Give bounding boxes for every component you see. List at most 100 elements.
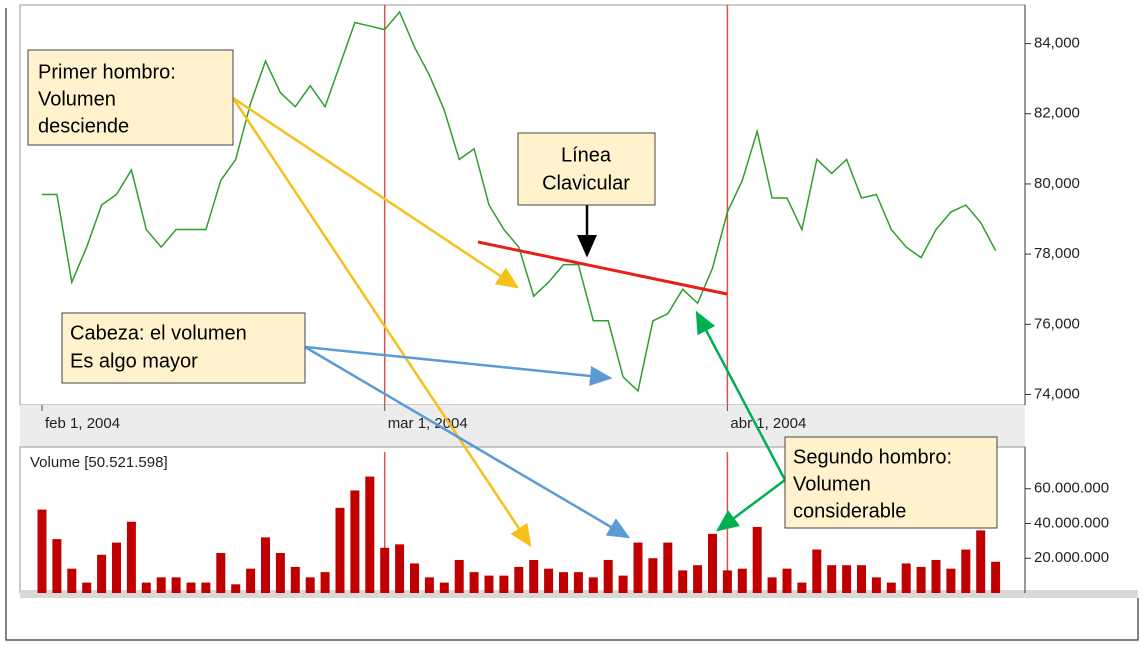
volume-bar [737,568,747,593]
y-tick-label: 80,000 [1034,175,1080,192]
volume-bar [395,544,405,593]
volume-bar [216,553,226,593]
volume-bar [246,568,256,593]
volume-bar [126,521,136,593]
x-tick-label: mar 1, 2004 [388,415,468,432]
volume-bar [231,584,241,593]
volume-bar [320,572,330,593]
volume-bar [991,561,1001,593]
annotation-text: Clavicular [542,172,630,194]
volume-bar [514,566,524,593]
volume-bar [201,582,211,593]
annotation-box [784,436,998,529]
y-tick-label: 82,000 [1034,105,1080,122]
arrow [715,478,786,532]
frame [5,8,1139,641]
annotation-text: Es algo mayor [70,350,198,372]
y-tick-label: 40.000.000 [1034,514,1109,531]
neckline [477,240,728,296]
annotation-text: Volumen [793,473,871,495]
volume-bar [469,572,479,593]
volume-bar [439,582,449,593]
arrow [232,96,520,289]
volume-bar [886,582,896,593]
volume-bar [275,553,285,593]
volume-bar [112,542,121,593]
volume-bar [633,542,643,593]
y-tick-label: 20.000.000 [1034,549,1109,566]
volume-bar [812,549,822,593]
volume-bar [618,575,628,593]
volume-bar [499,575,509,593]
volume-bar [693,565,703,593]
volume-bar [290,566,300,593]
volume-bar [976,530,986,593]
annotation-text: desciende [38,115,129,137]
volume-bar [871,577,881,593]
volume-bar [946,568,956,593]
volume-bar [454,559,464,593]
annotation-box [61,312,306,384]
annotation-box [27,49,234,146]
volume-bar [722,570,732,593]
price-line [42,10,997,393]
volume-bar [573,572,583,593]
volume-bar [916,566,926,593]
volume-bar [931,559,941,593]
annotation-text: considerable [793,500,906,522]
volume-bar [484,575,494,593]
annotation-text: Cabeza: el volumen [70,322,247,344]
x-tick-label: feb 1, 2004 [45,415,120,432]
annotation-text: Volumen [38,88,116,110]
annotation-text: Segundo hombro: [793,446,952,468]
volume-bar [752,526,762,593]
volume-bar [156,577,166,593]
volume-bar [410,563,419,593]
y-tick-label: 60.000.000 [1034,480,1109,497]
volume-bar [678,570,688,593]
volume-bar [767,577,777,593]
arrow [304,345,631,539]
volume-bar [544,568,554,593]
volume-bar [901,563,911,593]
y-tick-label: 76,000 [1034,315,1080,332]
panel-title: Volume [50.521.598] [30,454,168,471]
volume-bar [335,507,345,593]
plot: feb 1, 2004 mar 1, 2004 abr 1, 2004 74,000 7… [30,5,1109,593]
volume-bar [588,577,598,593]
volume-bar [961,549,971,593]
y-tick-label: 84,000 [1034,35,1080,52]
volume-bar [708,533,717,593]
volume-bar [52,539,62,593]
volume-bar [365,476,375,593]
x-tick-label: abr 1, 2004 [730,415,806,432]
arrow [695,310,787,481]
arrow [304,345,613,386]
volume-bar [797,582,807,593]
volume-bar [603,559,613,593]
volume-bar [141,582,151,593]
volume-bar [529,559,539,593]
volume-bar [186,582,196,593]
volume-bar [171,577,181,593]
volume-bar [648,558,658,593]
arrow [231,97,532,548]
volume-bar [350,490,360,593]
annotation-box [517,132,656,206]
annotation-text: Primer hombro: [38,61,176,83]
volume-bar [857,565,866,593]
volume-bar [842,565,852,593]
annotation-text: Línea [561,144,612,166]
volume-bar [82,582,92,593]
annotation-layer: Primer hombro: Volumen desciende Línea C… [27,49,998,548]
volume-bar [559,572,568,593]
volume-bar [663,542,673,593]
y-tick-label: 74,000 [1034,385,1080,402]
volume-bar [424,577,434,593]
volume-bar [67,568,77,593]
bottom-strip [20,590,1138,598]
volume-bar [261,537,270,593]
y-tick-label: 78,000 [1034,245,1080,262]
